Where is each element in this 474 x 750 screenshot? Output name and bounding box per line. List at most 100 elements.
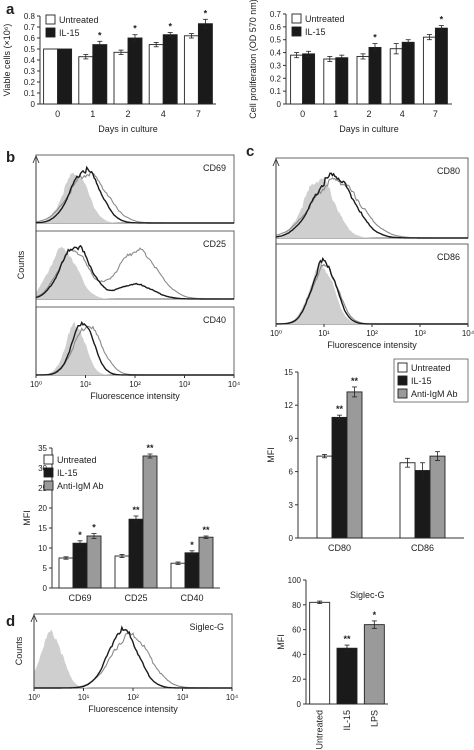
a-left-significance-mark: * bbox=[204, 8, 208, 18]
d-hist-y-axis-arrowhead bbox=[30, 613, 38, 623]
c-mfi-chart: 0 3 6 9 12 15 ** ** CD80 CD86 MFI Untreated IL-15 Ant… bbox=[266, 358, 469, 553]
c-mfi-y-tick-label: 15 bbox=[284, 368, 293, 377]
b-mfi-bar bbox=[184, 552, 200, 589]
c-mfi-y-tick-label: 3 bbox=[289, 501, 294, 510]
a-left-significance-mark: * bbox=[168, 22, 172, 32]
b-mfi-y-tick-label: 0 bbox=[43, 584, 48, 593]
b-mfi-legend-label: IL-15 bbox=[57, 468, 78, 478]
a-left-bar bbox=[43, 48, 59, 105]
a-left-y-tick-label: 0.6 bbox=[24, 34, 36, 43]
a-right-bar bbox=[422, 36, 436, 105]
a-right-bar bbox=[323, 58, 337, 105]
a-right-legend-label: Untreated bbox=[305, 14, 345, 24]
a-right-bar bbox=[335, 57, 349, 105]
b-mfi-y-tick-label: 25 bbox=[38, 484, 47, 493]
b-mfi-y-tick-label: 15 bbox=[38, 524, 47, 533]
a-right-significance-mark: * bbox=[440, 15, 444, 25]
b-hist-pane-label: CD25 bbox=[203, 239, 226, 249]
a-right-y-tick-label: 0.2 bbox=[270, 74, 282, 83]
d-mfi-category-label: Untreated bbox=[315, 710, 325, 750]
d-mfi-category-label: LPS bbox=[369, 710, 379, 727]
b-mfi-category-label: CD69 bbox=[68, 593, 91, 603]
d-hist-dark-histogram bbox=[34, 625, 232, 689]
c-hist-x-tick-label: 10⁰ bbox=[270, 329, 282, 338]
c-mfi-legend-swatch bbox=[397, 388, 408, 399]
c-mfi-legend-box bbox=[393, 358, 469, 403]
panel-label-d: d bbox=[6, 613, 15, 630]
b-mfi-y-tick-label: 35 bbox=[38, 444, 47, 453]
a-right-y-tick-label: 0.5 bbox=[270, 36, 282, 45]
a-right-category-label: 7 bbox=[433, 109, 438, 119]
a-right-y-tick-label: 0.6 bbox=[270, 23, 282, 32]
b-hist-x-tick-label: 10³ bbox=[179, 380, 191, 389]
d-mfi-y-tick-label: 60 bbox=[292, 626, 301, 635]
b-mfi-y-tick-label: 10 bbox=[38, 544, 47, 553]
a-right-y-axis-title: Cell proliferation (OD 570 nm) bbox=[248, 0, 258, 119]
a-left-bar bbox=[127, 37, 143, 105]
c-hist-x-tick-label: 10¹ bbox=[318, 329, 330, 338]
b-mfi-chart: 05101520253035**CD69****CD25***CD40MFIUn… bbox=[22, 443, 220, 603]
b-hist-isotype-histogram bbox=[36, 246, 234, 299]
panel-label-a: a bbox=[6, 1, 15, 18]
d-mfi-bar bbox=[309, 601, 331, 705]
c-mfi-significance-mark: ** bbox=[351, 376, 359, 386]
a-left-bar bbox=[197, 23, 213, 105]
a-left-legend-swatch bbox=[45, 14, 56, 25]
d-hist-y-axis-title: Counts bbox=[14, 636, 24, 665]
d-hist-isotype-histogram bbox=[34, 629, 232, 688]
b-hist-x-tick-label: 10⁴ bbox=[228, 380, 241, 389]
c-mfi-y-tick-label: 0 bbox=[289, 534, 294, 543]
b-mfi-bar bbox=[72, 542, 88, 589]
a-right-category-label: 1 bbox=[333, 109, 338, 119]
c-mfi-bar bbox=[429, 455, 446, 539]
c-hist-x-tick-label: 10³ bbox=[414, 329, 426, 338]
c-hist-dark-histogram bbox=[275, 256, 468, 325]
b-mfi-y-tick-label: 30 bbox=[38, 464, 47, 473]
b-mfi-significance-mark: ** bbox=[202, 525, 210, 535]
b-mfi-bar bbox=[142, 455, 158, 589]
b-hist-y-axis-title: Counts bbox=[16, 250, 26, 279]
panel-label-c: c bbox=[246, 143, 254, 160]
c-hist-pane-label: CD80 bbox=[437, 166, 460, 176]
a-right-significance-mark: * bbox=[373, 33, 377, 43]
d-hist-x-tick-label: 10⁴ bbox=[226, 693, 239, 702]
b-mfi-legend-swatch bbox=[43, 480, 54, 491]
c-mfi-bar bbox=[331, 416, 348, 539]
a-left-legend-swatch bbox=[45, 27, 56, 38]
a-right-bar bbox=[290, 54, 304, 105]
a-left-significance-mark: * bbox=[133, 24, 137, 34]
d-hist-x-axis-title: Fluorescence intensity bbox=[88, 704, 178, 714]
a-right-x-axis-title: Days in culture bbox=[339, 124, 399, 134]
a-left-category-label: 2 bbox=[125, 109, 130, 119]
b-mfi-legend-swatch bbox=[43, 467, 54, 478]
d-mfi-y-tick-label: 0 bbox=[297, 700, 302, 709]
a-left-y-tick-label: 0.8 bbox=[24, 12, 36, 21]
c-mfi-legend-label: Untreated bbox=[411, 363, 451, 373]
a-right-category-label: 0 bbox=[300, 109, 305, 119]
c-hist-x-tick-label: 10² bbox=[366, 329, 378, 338]
b-mfi-significance-mark: * bbox=[190, 540, 194, 550]
d-hist-x-tick-label: 10⁰ bbox=[28, 693, 40, 702]
a-right-y-tick-label: 0.1 bbox=[270, 87, 282, 96]
panel-label-b: b bbox=[6, 149, 15, 166]
b-mfi-significance-mark: ** bbox=[132, 505, 140, 515]
a-left-significance-mark: * bbox=[98, 30, 102, 40]
d-mfi-bar bbox=[363, 624, 385, 705]
b-hist-dark-histogram bbox=[35, 320, 234, 376]
a-left-y-tick-label: 0.5 bbox=[24, 45, 36, 54]
a-left-y-tick-label: 0.1 bbox=[24, 89, 36, 98]
b-hist-pane-label: CD40 bbox=[203, 315, 226, 325]
a-right-legend-swatch bbox=[291, 13, 302, 24]
d-hist-x-tick-label: 10² bbox=[127, 693, 139, 702]
b-hist-x-axis-title: Fluorescence intensity bbox=[90, 391, 180, 401]
c-mfi-legend-label: Anti-IgM Ab bbox=[411, 389, 458, 399]
a-right-bar bbox=[368, 46, 382, 105]
a-left-y-tick-label: 0.2 bbox=[24, 78, 36, 87]
d-hist-x-tick-label: 10³ bbox=[177, 693, 189, 702]
c-mfi-bar bbox=[316, 455, 333, 539]
a-left-y-tick-label: 0.4 bbox=[24, 56, 36, 65]
c-mfi-bar bbox=[399, 462, 416, 539]
a-left-y-tick-label: 0 bbox=[31, 100, 36, 109]
c-hist-chart: CD80 CD86 10⁰ 10¹ 10² 10³ 10⁴ Fluorescence inte… bbox=[270, 157, 474, 350]
